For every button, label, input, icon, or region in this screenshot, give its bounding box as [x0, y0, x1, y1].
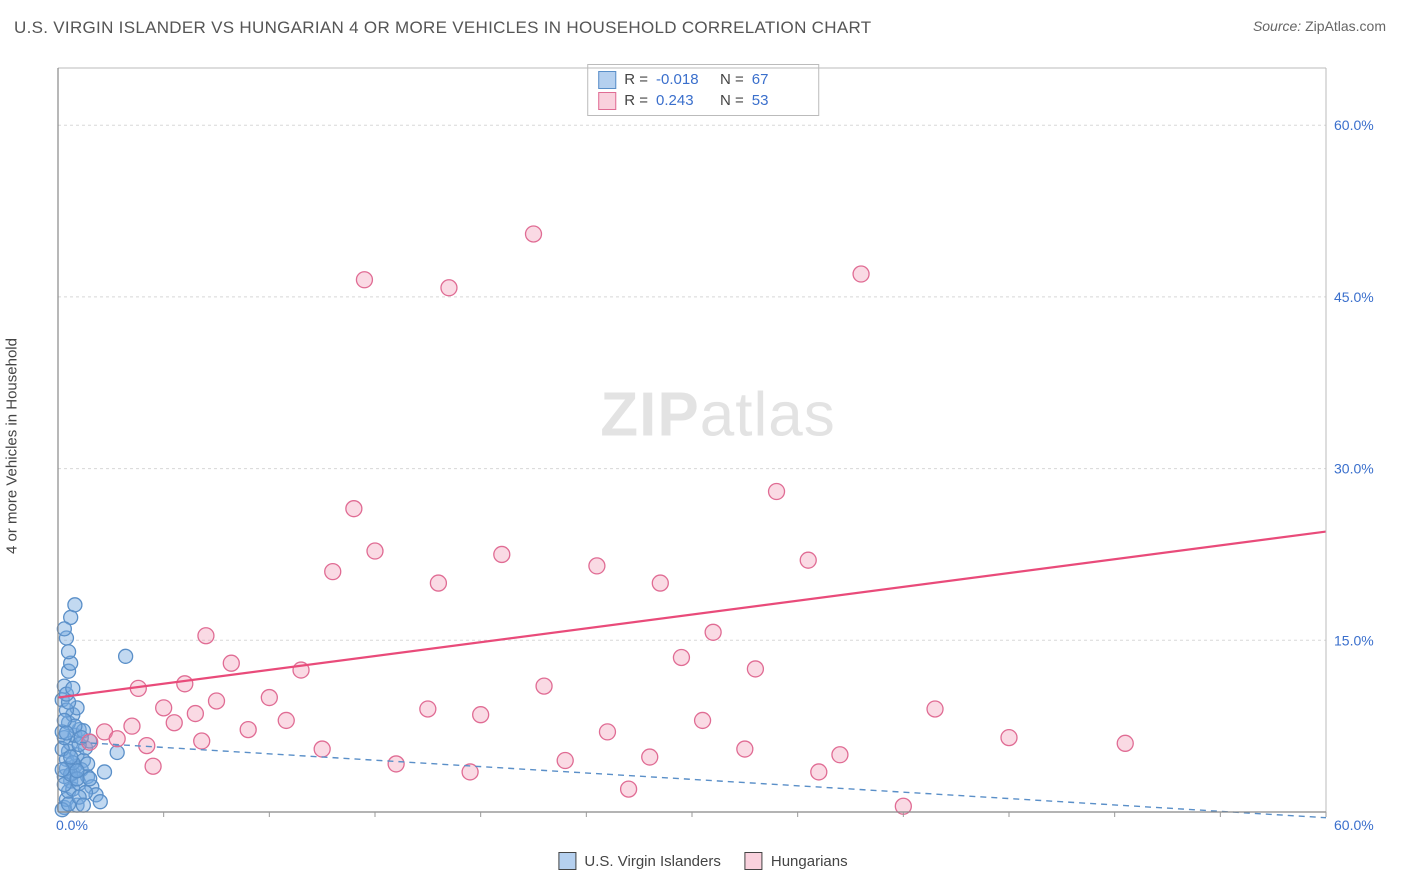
bottom-legend: U.S. Virgin Islanders Hungarians	[558, 852, 847, 870]
plot-area: 15.0%30.0%45.0%60.0%0.0%60.0% ZIPatlas	[50, 60, 1386, 832]
legend-item-series1: U.S. Virgin Islanders	[558, 852, 720, 870]
svg-text:45.0%: 45.0%	[1334, 289, 1374, 305]
source-label: Source:	[1253, 18, 1301, 34]
svg-text:60.0%: 60.0%	[1334, 817, 1374, 832]
legend-label-series2: Hungarians	[771, 853, 848, 870]
legend-item-series2: Hungarians	[745, 852, 848, 870]
source-attribution: Source: ZipAtlas.com	[1253, 18, 1386, 34]
chart-container: U.S. VIRGIN ISLANDER VS HUNGARIAN 4 OR M…	[0, 0, 1406, 892]
legend-swatch-series1	[558, 852, 576, 870]
svg-text:60.0%: 60.0%	[1334, 117, 1374, 133]
scatter-chart-svg: 15.0% 30.0% 45.0% 60.0% 0.0% 60.0%	[50, 60, 1386, 832]
svg-text:30.0%: 30.0%	[1334, 461, 1374, 477]
legend-swatch-series2	[745, 852, 763, 870]
svg-text:15.0%: 15.0%	[1334, 632, 1374, 648]
y-axis-label: 4 or more Vehicles in Household	[4, 338, 21, 554]
chart-title: U.S. VIRGIN ISLANDER VS HUNGARIAN 4 OR M…	[14, 18, 871, 38]
source-link[interactable]: ZipAtlas.com	[1305, 18, 1386, 34]
svg-text:0.0%: 0.0%	[56, 817, 88, 832]
legend-label-series1: U.S. Virgin Islanders	[584, 853, 720, 870]
